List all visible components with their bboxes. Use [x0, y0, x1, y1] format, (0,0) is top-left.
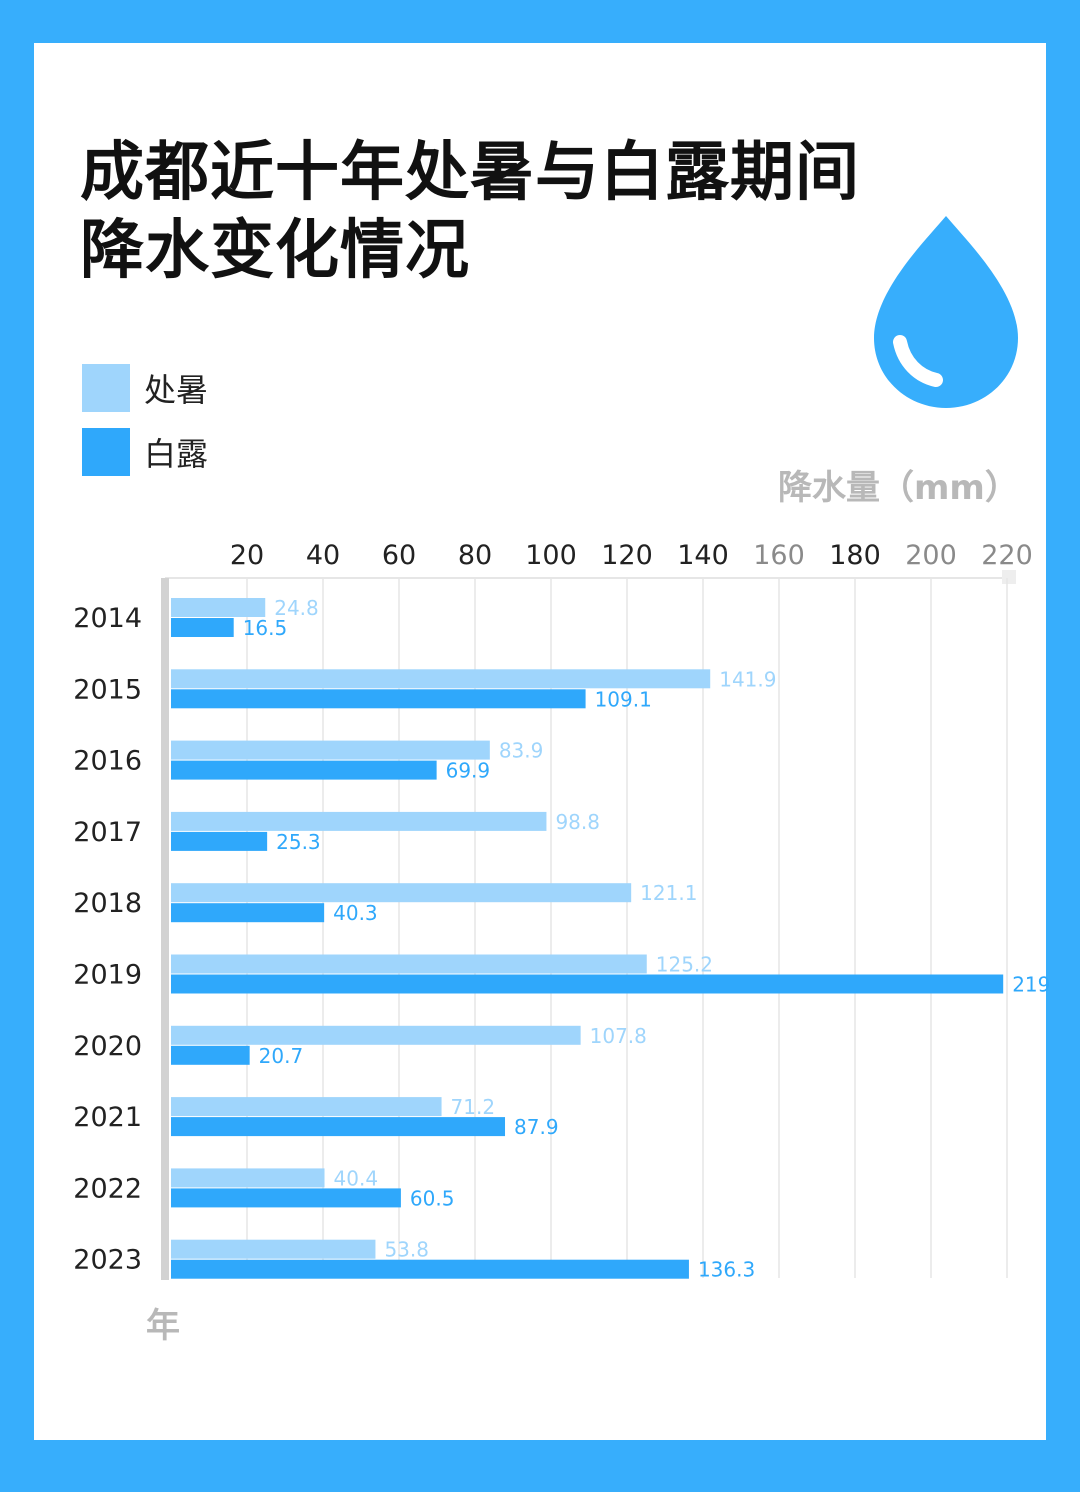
bar-chushu — [171, 669, 711, 689]
y-axis-label: 年 — [146, 1306, 180, 1346]
data-label-chushu: 53.8 — [384, 1238, 429, 1262]
bar-chushu — [171, 883, 632, 903]
bar-bailu — [171, 1045, 250, 1065]
y-tick-label: 2016 — [73, 746, 142, 777]
bar-bailu — [171, 903, 325, 923]
data-label-chushu: 40.4 — [334, 1166, 379, 1190]
data-label-bailu: 69.9 — [446, 759, 491, 783]
x-tick-label: 140 — [677, 540, 729, 571]
bar-chushu — [171, 1239, 376, 1259]
x-tick-label: 220 — [981, 540, 1033, 571]
y-tick-label: 2015 — [73, 674, 142, 705]
x-tick-label: 160 — [753, 540, 805, 571]
data-label-bailu: 25.3 — [276, 830, 321, 854]
data-label-chushu: 98.8 — [555, 810, 600, 834]
data-label-chushu: 107.8 — [590, 1024, 647, 1048]
page-title: 成都近十年处暑与白露期间 降水变化情况 — [80, 134, 860, 290]
legend-swatch-bailu — [82, 428, 130, 476]
data-label-bailu: 87.9 — [514, 1115, 559, 1139]
y-tick-label: 2014 — [73, 603, 142, 634]
x-tick-label: 40 — [306, 540, 340, 571]
bar-chushu — [171, 740, 490, 760]
bar-bailu — [171, 1117, 506, 1137]
x-tick-label: 100 — [525, 540, 577, 571]
title-line-2: 降水变化情况 — [80, 214, 470, 288]
y-tick-label: 2022 — [73, 1173, 142, 1204]
data-label-bailu: 109.1 — [595, 687, 652, 711]
data-label-bailu: 16.5 — [243, 616, 288, 640]
title-line-1: 成都近十年处暑与白露期间 — [80, 136, 860, 210]
y-tick-label: 2019 — [73, 960, 142, 991]
bar-bailu — [171, 1259, 689, 1279]
data-label-bailu: 219 — [1012, 973, 1050, 997]
x-axis-unit-label: 降水量（mm） — [778, 468, 1019, 508]
data-label-chushu: 141.9 — [719, 667, 776, 691]
y-axis-line — [161, 578, 169, 1280]
data-label-chushu: 24.8 — [274, 596, 319, 620]
legend-item-chushu: 处暑 — [82, 364, 208, 412]
legend-label-bailu: 白露 — [144, 435, 209, 473]
x-tick-label: 60 — [382, 540, 416, 571]
data-label-bailu: 136.3 — [698, 1258, 755, 1282]
bar-chushu — [171, 1025, 581, 1045]
bar-chushu — [171, 811, 547, 831]
bar-bailu — [171, 831, 268, 851]
legend-label-chushu: 处暑 — [144, 371, 209, 409]
bar-bailu — [171, 760, 437, 780]
data-label-chushu: 121.1 — [640, 881, 697, 905]
legend-swatch-chushu — [82, 364, 130, 412]
y-tick-label: 2017 — [73, 817, 142, 848]
y-tick-label: 2020 — [73, 1031, 142, 1062]
data-label-chushu: 125.2 — [656, 953, 713, 977]
bar-chushu — [171, 1097, 442, 1117]
x-tick-label: 180 — [829, 540, 881, 571]
y-tick-label: 2021 — [73, 1102, 142, 1133]
x-tick-label: 20 — [230, 540, 264, 571]
data-label-bailu: 40.3 — [333, 901, 378, 925]
x-tick-label: 80 — [458, 540, 492, 571]
water-drop-icon — [874, 216, 1018, 408]
data-label-bailu: 20.7 — [259, 1044, 304, 1068]
y-tick-label: 2018 — [73, 888, 142, 919]
data-label-chushu: 71.2 — [451, 1095, 496, 1119]
bar-bailu — [171, 974, 1004, 994]
bar-chushu — [171, 954, 647, 974]
x-tick-label: 120 — [601, 540, 653, 571]
x-axis-end-marker — [1002, 570, 1016, 584]
bar-bailu — [171, 618, 234, 637]
data-label-chushu: 83.9 — [499, 739, 544, 763]
bar-bailu — [171, 1188, 401, 1208]
bar-chushu — [171, 1168, 325, 1188]
bar-bailu — [171, 689, 586, 709]
data-label-bailu: 60.5 — [410, 1186, 455, 1210]
legend-item-bailu: 白露 — [82, 428, 208, 476]
y-tick-label: 2023 — [73, 1245, 142, 1276]
x-tick-label: 200 — [905, 540, 957, 571]
bar-chushu — [171, 598, 266, 617]
